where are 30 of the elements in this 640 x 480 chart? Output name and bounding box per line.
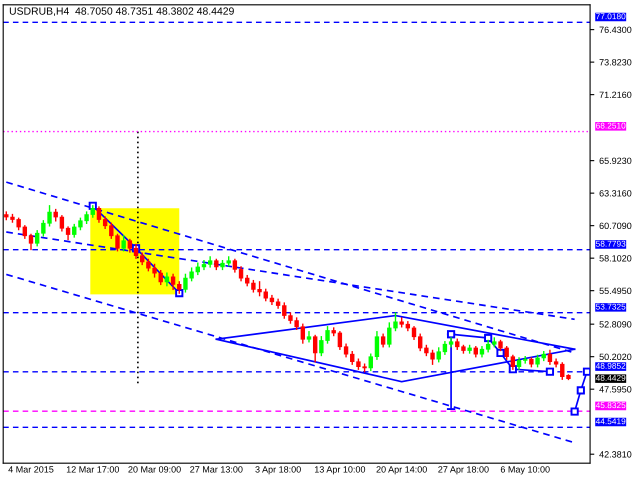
- y-tick-label: 58.1020: [599, 255, 632, 262]
- x-tick-label: 13 Apr 10:00: [314, 466, 366, 474]
- ref-line-label: 68.2510: [596, 122, 626, 129]
- y-tick-label: 50.2020: [599, 354, 632, 360]
- y-tick-label: 71.2160: [600, 92, 632, 98]
- y-tick-label: 73.8230: [600, 59, 632, 66]
- y-tick-label: 47.5950: [599, 386, 632, 393]
- ref-line-label: 48.9852: [596, 362, 626, 369]
- x-tick-label: 12 Mar 17:00: [66, 466, 120, 473]
- y-tick-label: 65.9230: [600, 158, 632, 164]
- x-tick-label: 4 Mar 2015: [8, 466, 54, 473]
- x-tick-label: 20 Mar 09:00: [128, 466, 181, 473]
- y-tick-label: 63.3160: [600, 190, 632, 197]
- y-tick-label: 76.4300: [600, 26, 632, 33]
- ref-line-label: 58.7793: [596, 240, 626, 247]
- ref-line-label: 53.7325: [596, 304, 626, 310]
- ref-line-label: 77.0180: [596, 13, 626, 20]
- ref-line-label: 45.8325: [596, 402, 626, 408]
- x-tick-label: 20 Apr 14:00: [376, 466, 427, 474]
- chart-title: USDRUB,H4 48.7050 48.7351 48.3802 48.4429: [10, 7, 234, 16]
- y-tick-label: 42.3810: [599, 451, 632, 458]
- x-tick-label: 27 Mar 13:00: [190, 466, 243, 473]
- y-tick-label: 55.4950: [599, 288, 632, 294]
- x-tick-label: 6 May 10:00: [500, 466, 550, 474]
- x-tick-label: 27 Apr 18:00: [438, 466, 489, 474]
- y-tick-label: 60.7090: [600, 222, 632, 230]
- y-tick-label: 52.8090: [599, 321, 632, 328]
- x-tick-label: 3 Apr 18:00: [255, 466, 301, 474]
- text: 48.4429: [596, 374, 626, 381]
- ref-line-label: 44.5419: [596, 418, 626, 424]
